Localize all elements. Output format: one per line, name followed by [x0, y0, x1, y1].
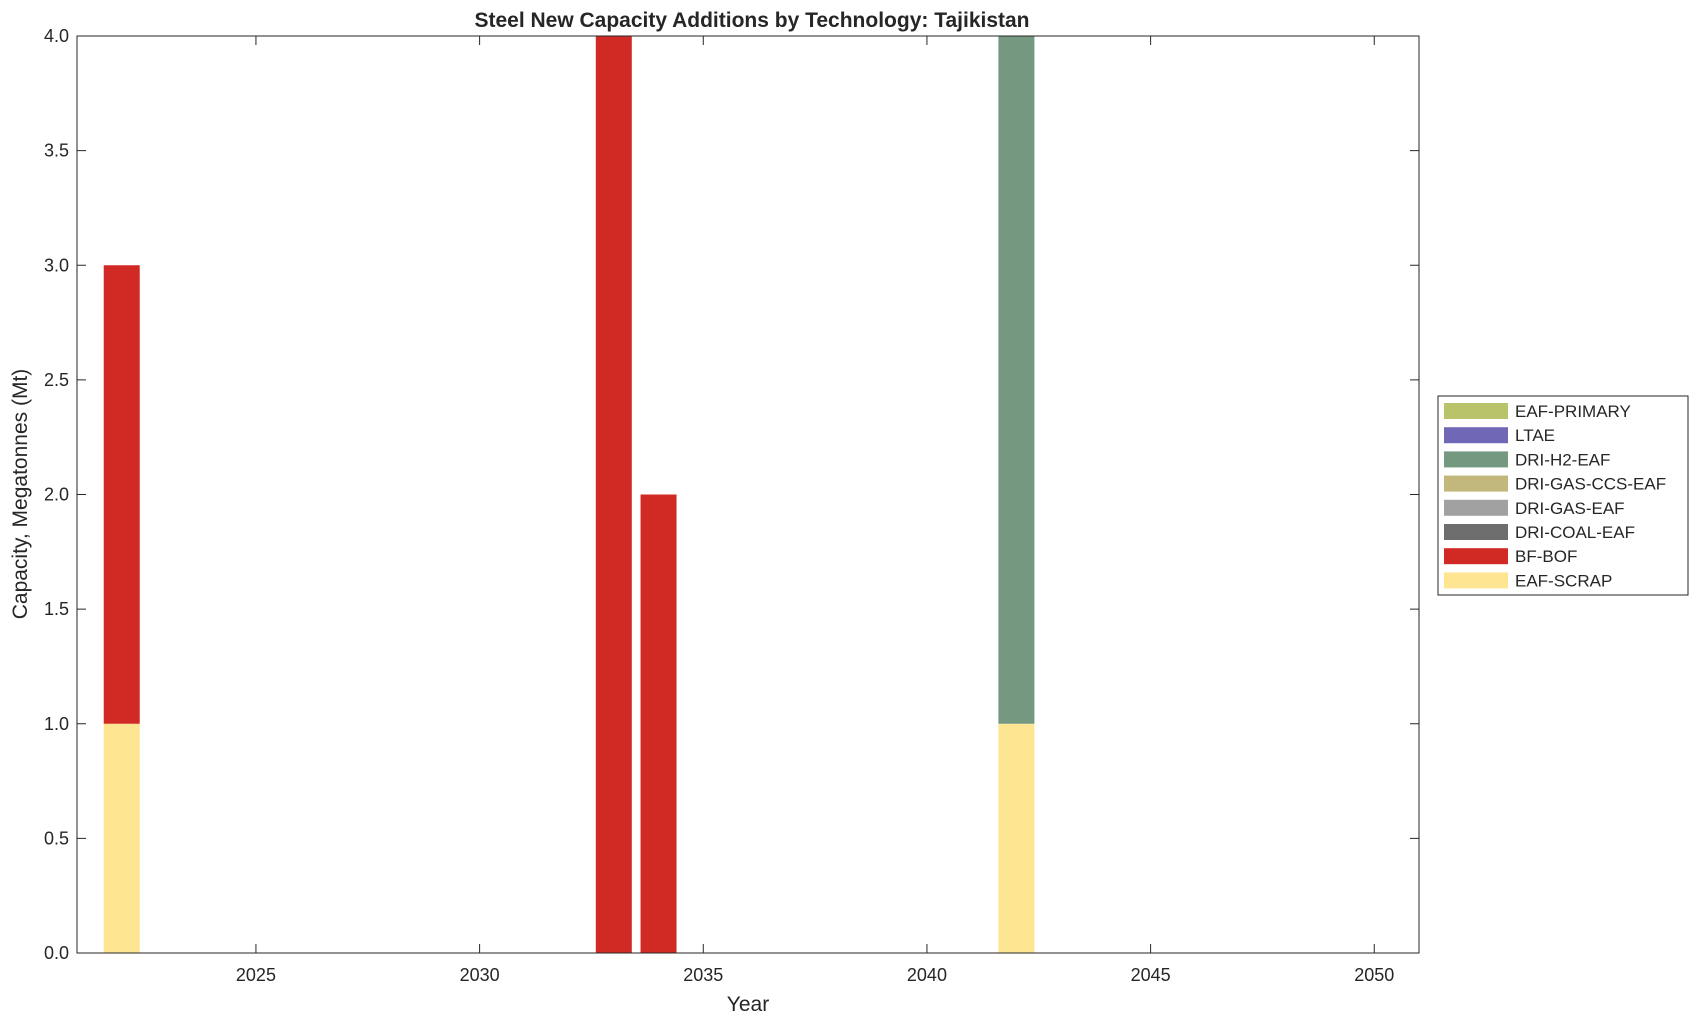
x-tick-label: 2030 [460, 965, 500, 985]
x-tick-label: 2035 [683, 965, 723, 985]
y-tick-label: 3.5 [44, 141, 69, 161]
y-tick-label: 1.5 [44, 599, 69, 619]
x-tick-label: 2050 [1354, 965, 1394, 985]
legend-swatch-dri-gas-eaf [1444, 499, 1508, 516]
bar-segment-eaf-scrap-2022 [103, 723, 140, 953]
y-tick-label: 0.0 [44, 943, 69, 963]
bar-segment-bf-bof-2033 [595, 36, 632, 953]
x-tick-label: 2045 [1131, 965, 1171, 985]
y-tick-label: 0.5 [44, 828, 69, 848]
x-tick-label: 2025 [236, 965, 276, 985]
legend-label-ltae: LTAE [1515, 426, 1555, 445]
legend-label-eaf-scrap: EAF-SCRAP [1515, 571, 1612, 590]
x-axis-label: Year [727, 993, 769, 1016]
legend-swatch-eaf-scrap [1444, 572, 1508, 589]
legend-label-dri-gas-eaf: DRI-GAS-EAF [1515, 499, 1625, 518]
y-tick-label: 1.0 [44, 714, 69, 734]
legend-label-dri-gas-ccs-eaf: DRI-GAS-CCS-EAF [1515, 475, 1666, 494]
legend-swatch-bf-bof [1444, 548, 1508, 565]
legend-swatch-ltae [1444, 427, 1508, 444]
x-tick-label: 2040 [907, 965, 947, 985]
y-axis-label: Capacity, Megatonnes (Mt) [9, 369, 32, 620]
bar-segment-bf-bof-2034 [640, 494, 677, 953]
y-tick-label: 3.0 [44, 255, 69, 275]
chart-title: Steel New Capacity Additions by Technolo… [474, 9, 1029, 32]
legend-swatch-dri-h2-eaf [1444, 451, 1508, 468]
legend-label-eaf-primary: EAF-PRIMARY [1515, 402, 1631, 421]
legend-label-dri-h2-eaf: DRI-H2-EAF [1515, 450, 1610, 469]
legend: EAF-PRIMARY LTAE DRI-H2-EAF DRI-GAS-CCS-EAF… [1437, 395, 1689, 596]
axis-ticks: 2025 2030 2035 2040 2045 2050 0.0 0.5 1.0 1.5 2.0 2… [44, 26, 1419, 985]
y-tick-label: 2.5 [44, 370, 69, 390]
legend-swatch-eaf-primary [1444, 403, 1508, 419]
bar-segment-eaf-scrap-2042 [998, 723, 1035, 953]
legend-swatch-dri-coal-eaf [1444, 524, 1508, 540]
plot-frame [76, 35, 1420, 954]
legend-label-dri-coal-eaf: DRI-COAL-EAF [1515, 523, 1635, 542]
y-tick-label: 2.0 [44, 485, 69, 505]
plot-area [77, 36, 1419, 953]
legend-swatch-dri-gas-ccs-eaf [1444, 475, 1508, 492]
legend-label-bf-bof: BF-BOF [1515, 547, 1577, 566]
bar-segment-bf-bof-2022 [103, 265, 140, 724]
bars-group [103, 36, 1035, 953]
y-tick-label: 4.0 [44, 26, 69, 46]
bar-segment-dri-h2-eaf-2042 [998, 36, 1035, 724]
